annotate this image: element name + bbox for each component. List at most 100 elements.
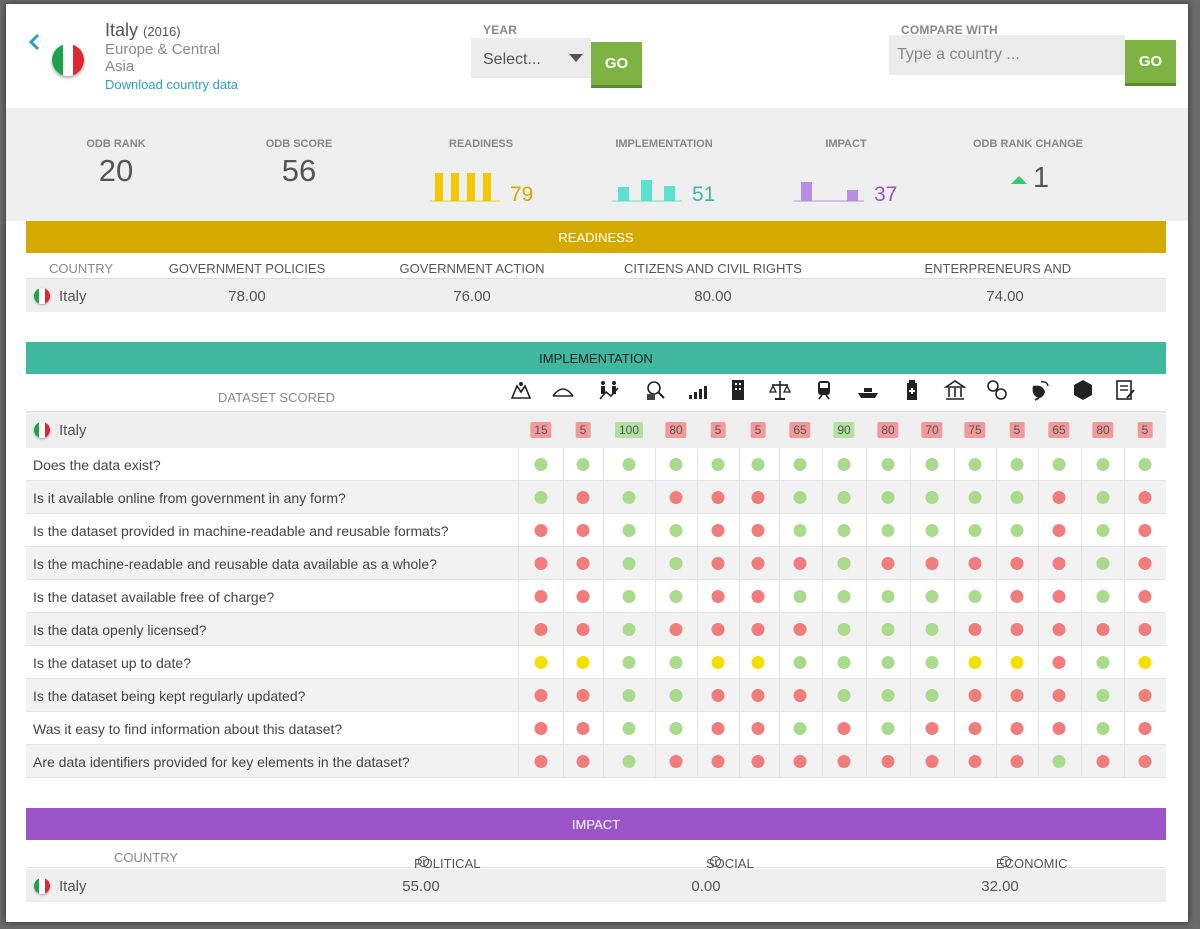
- answer-dot[interactable]: [837, 722, 851, 735]
- answer-dot[interactable]: [1010, 557, 1024, 570]
- answer-dot[interactable]: [711, 656, 725, 669]
- answer-dot[interactable]: [711, 458, 725, 471]
- answer-dot[interactable]: [622, 557, 636, 570]
- answer-dot[interactable]: [622, 689, 636, 702]
- answer-dot[interactable]: [576, 722, 590, 735]
- answer-dot[interactable]: [669, 722, 683, 735]
- answer-dot[interactable]: [751, 590, 765, 603]
- answer-dot[interactable]: [534, 656, 548, 669]
- spending-icon[interactable]: [686, 378, 710, 402]
- answer-dot[interactable]: [925, 524, 939, 537]
- answer-dot[interactable]: [751, 689, 765, 702]
- answer-dot[interactable]: [837, 755, 851, 768]
- answer-dot[interactable]: [1052, 458, 1066, 471]
- back-button[interactable]: [26, 32, 46, 52]
- answer-dot[interactable]: [881, 755, 895, 768]
- answer-dot[interactable]: [711, 491, 725, 504]
- answer-dot[interactable]: [1010, 689, 1024, 702]
- answer-dot[interactable]: [968, 458, 982, 471]
- answer-dot[interactable]: [837, 524, 851, 537]
- answer-dot[interactable]: [1138, 491, 1152, 504]
- answer-dot[interactable]: [711, 524, 725, 537]
- answer-dot[interactable]: [669, 755, 683, 768]
- answer-dot[interactable]: [1052, 524, 1066, 537]
- answer-dot[interactable]: [793, 491, 807, 504]
- answer-dot[interactable]: [534, 689, 548, 702]
- answer-dot[interactable]: [925, 656, 939, 669]
- answer-dot[interactable]: [1052, 623, 1066, 636]
- answer-dot[interactable]: [837, 623, 851, 636]
- answer-dot[interactable]: [751, 722, 765, 735]
- answer-dot[interactable]: [669, 689, 683, 702]
- crime-icon[interactable]: [985, 378, 1009, 402]
- answer-dot[interactable]: [669, 590, 683, 603]
- answer-dot[interactable]: [793, 557, 807, 570]
- answer-dot[interactable]: [793, 656, 807, 669]
- answer-dot[interactable]: [711, 722, 725, 735]
- answer-dot[interactable]: [1052, 491, 1066, 504]
- answer-dot[interactable]: [968, 623, 982, 636]
- answer-dot[interactable]: [1010, 656, 1024, 669]
- answer-dot[interactable]: [1096, 689, 1110, 702]
- info-icon[interactable]: i: [1000, 856, 1011, 867]
- answer-dot[interactable]: [925, 590, 939, 603]
- answer-dot[interactable]: [534, 755, 548, 768]
- answer-dot[interactable]: [711, 755, 725, 768]
- answer-dot[interactable]: [837, 689, 851, 702]
- answer-dot[interactable]: [751, 524, 765, 537]
- answer-dot[interactable]: [576, 557, 590, 570]
- answer-dot[interactable]: [711, 623, 725, 636]
- answer-dot[interactable]: [1138, 656, 1152, 669]
- answer-dot[interactable]: [793, 590, 807, 603]
- answer-dot[interactable]: [1138, 458, 1152, 471]
- answer-dot[interactable]: [1096, 458, 1110, 471]
- answer-dot[interactable]: [968, 557, 982, 570]
- compare-country-input[interactable]: [889, 35, 1125, 75]
- answer-dot[interactable]: [968, 491, 982, 504]
- answer-dot[interactable]: [1096, 524, 1110, 537]
- answer-dot[interactable]: [751, 557, 765, 570]
- answer-dot[interactable]: [576, 755, 590, 768]
- answer-dot[interactable]: [968, 524, 982, 537]
- answer-dot[interactable]: [1138, 689, 1152, 702]
- answer-dot[interactable]: [881, 590, 895, 603]
- answer-dot[interactable]: [793, 755, 807, 768]
- land-icon[interactable]: [551, 378, 575, 402]
- answer-dot[interactable]: [576, 689, 590, 702]
- answer-dot[interactable]: [837, 590, 851, 603]
- answer-dot[interactable]: [968, 656, 982, 669]
- answer-dot[interactable]: [1096, 722, 1110, 735]
- answer-dot[interactable]: [534, 590, 548, 603]
- answer-dot[interactable]: [1096, 590, 1110, 603]
- answer-dot[interactable]: [968, 689, 982, 702]
- answer-dot[interactable]: [1010, 491, 1024, 504]
- transport-icon[interactable]: [812, 378, 836, 402]
- answer-dot[interactable]: [968, 590, 982, 603]
- answer-dot[interactable]: [793, 524, 807, 537]
- answer-dot[interactable]: [881, 689, 895, 702]
- legislation-icon[interactable]: [768, 378, 792, 402]
- answer-dot[interactable]: [925, 623, 939, 636]
- elections-icon[interactable]: [1071, 378, 1095, 402]
- health-icon[interactable]: [900, 378, 924, 402]
- budget-icon[interactable]: [644, 378, 668, 402]
- answer-dot[interactable]: [1010, 458, 1024, 471]
- answer-dot[interactable]: [1138, 524, 1152, 537]
- answer-dot[interactable]: [669, 491, 683, 504]
- answer-dot[interactable]: [881, 491, 895, 504]
- answer-dot[interactable]: [669, 623, 683, 636]
- answer-dot[interactable]: [1052, 755, 1066, 768]
- answer-dot[interactable]: [881, 722, 895, 735]
- answer-dot[interactable]: [1138, 557, 1152, 570]
- answer-dot[interactable]: [1052, 722, 1066, 735]
- education-icon[interactable]: [943, 378, 967, 402]
- answer-dot[interactable]: [669, 524, 683, 537]
- answer-dot[interactable]: [711, 590, 725, 603]
- answer-dot[interactable]: [1138, 590, 1152, 603]
- answer-dot[interactable]: [534, 623, 548, 636]
- answer-dot[interactable]: [1138, 623, 1152, 636]
- answer-dot[interactable]: [534, 491, 548, 504]
- answer-dot[interactable]: [1010, 755, 1024, 768]
- answer-dot[interactable]: [534, 524, 548, 537]
- answer-dot[interactable]: [793, 623, 807, 636]
